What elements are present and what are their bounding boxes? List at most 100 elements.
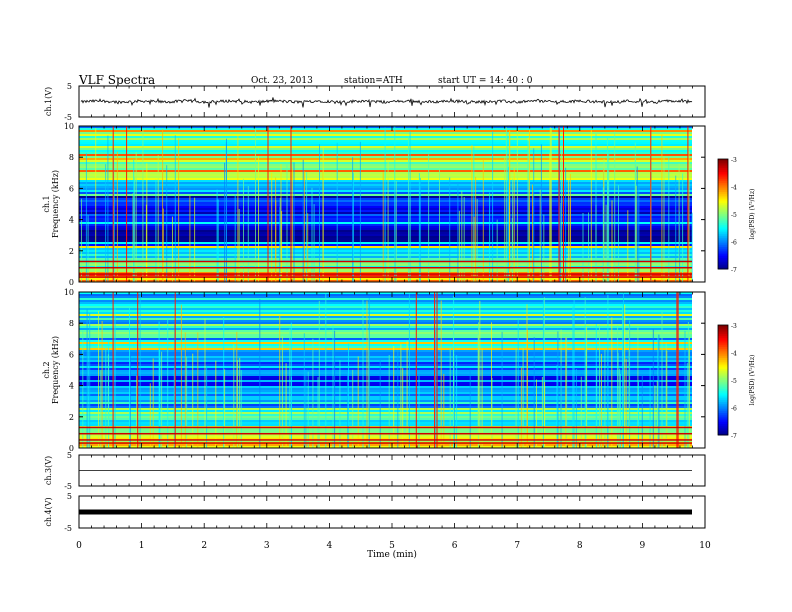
sferic-streak [100,370,102,448]
colorbar-swatch [718,380,728,383]
colorbar-swatch [718,354,728,357]
sferic-streak [359,141,361,282]
sferic-streak [293,162,295,282]
spectrum-band [79,446,692,448]
sferic-streak [492,131,494,282]
x-tick-label: 8 [577,541,583,551]
figure-start-time: start UT = 14: 40 : 0 [438,76,533,86]
sferic-streak [139,293,141,448]
colorbar-swatch [718,206,728,209]
colorbar-tick-label: -4 [731,351,737,358]
colorbar-swatch [718,258,728,261]
colorbar-swatch [718,226,728,230]
sferic-streak [602,187,604,282]
sferic-streak [238,209,240,282]
sferic-streak [281,336,283,448]
sferic-streak [224,369,226,448]
colorbar-swatch [718,367,728,370]
sferic-streak [313,204,315,282]
sferic-streak [560,363,562,448]
colorbar-swatch [718,402,728,405]
sferic-streak [456,355,458,448]
spectrum-band [79,320,692,322]
spectrum-band [79,422,692,424]
sferic-streak [461,191,463,282]
spectrum-band [79,292,692,294]
colorbar-swatch [718,159,728,162]
sferic-streak [504,156,506,282]
colorbar-swatch [718,420,728,423]
sferic-streak [638,186,640,282]
y-axis-label: ch.1(V) [44,87,53,116]
sferic-streak [307,213,309,282]
colorbar-swatch [718,326,728,330]
sferic-streak [224,162,226,282]
sferic-streak [590,130,592,282]
sferic-streak [599,324,600,448]
sferic-streak [419,177,421,282]
spectrum-band [79,308,692,310]
colorbar-swatch [718,347,728,350]
sferic-streak [352,369,354,448]
sferic-streak [114,305,116,448]
spectrum-band [79,302,692,304]
y-tick-label: 2 [69,413,74,422]
panels-layer [79,126,693,448]
colorbar-swatch [718,343,728,346]
sferic-streak [239,357,241,448]
transmitter-line [79,439,692,441]
colorbar-swatch [718,160,728,164]
sferic-streak [479,300,481,448]
colorbar-swatch [718,228,728,231]
sferic-streak [306,172,308,282]
colorbar-swatch [718,433,728,436]
colorbar-swatch [718,411,728,414]
sferic-streak [627,210,629,282]
sferic-streak [665,343,667,448]
spectrum-band [79,400,692,402]
colorbar-swatch [718,193,728,197]
y-axis-label: Frequency (kHz) [51,170,60,238]
spectrum-band [79,398,692,400]
sferic-streak [582,213,584,282]
sferic-streak [162,129,164,282]
sferic-streak [86,309,88,448]
sferic-strong [112,126,114,282]
sferic-streak [569,173,571,282]
sferic-streak [657,337,659,448]
sferic-streak [600,353,602,448]
colorbar-swatch [718,225,728,228]
sferic-streak [661,134,663,282]
spectrum-band [79,298,692,300]
colorbar-tick-label: -5 [731,378,737,385]
y-tick-label: 10 [64,288,74,297]
spectrum-band [79,366,692,368]
sferic-strong [677,292,679,448]
colorbar-swatch [718,171,728,175]
colorbar-swatch [718,394,728,397]
spectrum-band [79,368,692,370]
sferic-streak [550,128,552,282]
sferic-streak [453,353,455,448]
spectrum-band [79,438,692,440]
sferic-streak [556,365,558,448]
colorbar-swatch [718,396,728,399]
sferic-streak [507,132,509,282]
sferic-streak [440,300,442,448]
y-tick-label: 0 [69,444,74,453]
sferic-streak [319,144,320,282]
colorbar-swatch [718,398,728,401]
spectrum-band [79,342,692,344]
sferic-strong [563,126,564,282]
sferic-streak [172,216,173,282]
y-tick-label: 6 [69,184,74,193]
sferic-streak [178,138,180,282]
sferic-streak [279,315,281,448]
sferic-streak [379,359,381,448]
sferic-streak [129,351,131,448]
sferic-streak [152,358,154,448]
y-axis-label: ch.3(V) [44,456,53,485]
spectrum-band [79,296,692,298]
sferic-streak [561,145,563,282]
colorbar-swatch [718,248,728,252]
